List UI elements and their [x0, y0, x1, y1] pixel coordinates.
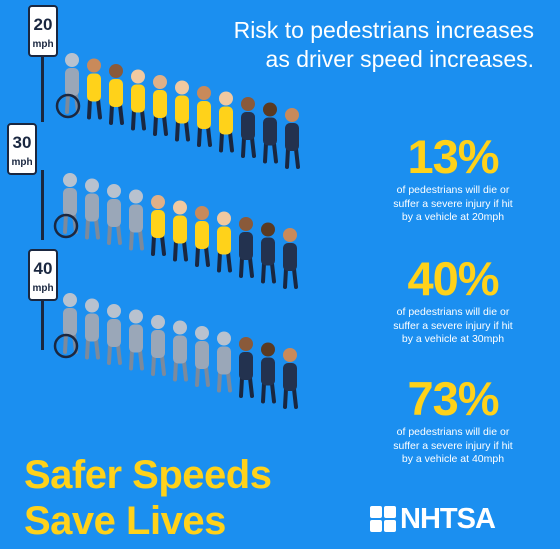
stat-30mph: 40% of pedestrians will die or suffer a …: [370, 254, 536, 347]
slogan-line-1: Safer Speeds: [24, 453, 272, 497]
stat-40mph-description: of pedestrians will die or suffer a seve…: [370, 426, 536, 467]
stat-20mph-line-2: suffer a severe injury if hit: [393, 197, 513, 210]
pedestrian-figure: [283, 348, 298, 409]
stat-40mph: 73% of pedestrians will die or suffer a …: [370, 374, 536, 467]
pedestrian-figure: [197, 86, 212, 147]
pedestrian-figure-affected: [195, 326, 210, 387]
stat-20mph-line-1: of pedestrians will die or: [396, 184, 510, 196]
slogan-line-2: Save Lives: [24, 499, 226, 543]
pedestrian-figure-affected: [53, 173, 79, 239]
pedestrian-figure-affected: [217, 331, 232, 393]
headline-line-1: Risk to pedestrians increases: [233, 17, 534, 43]
pedestrian-figure: [87, 58, 102, 120]
pedestrian-figure-affected: [107, 304, 122, 365]
pedestrian-figure: [241, 97, 256, 158]
speed-sign-40: 40 mph: [28, 249, 58, 350]
stat-20mph-description: of pedestrians will die or suffer a seve…: [370, 184, 536, 225]
pedestrian-figure-affected: [129, 309, 144, 371]
pedestrian-figure-affected: [53, 293, 79, 359]
nhtsa-logo-icon: [370, 506, 396, 532]
pedestrian-row-30mph: [53, 173, 298, 289]
pedestrian-figure: [239, 217, 254, 278]
headline-line-2: as driver speed increases.: [265, 46, 534, 72]
pedestrian-figure: [283, 228, 298, 289]
pedestrian-figure: [131, 69, 146, 131]
speed-sign-30-value: 30: [13, 133, 32, 152]
pedestrian-figure-affected: [107, 184, 122, 245]
stat-30mph-line-1: of pedestrians will die or: [396, 306, 510, 318]
pedestrian-figure: [195, 206, 210, 267]
pedestrian-figure-affected: [85, 298, 100, 360]
slogan: Safer Speeds Save Lives: [24, 452, 272, 544]
stat-40mph-line-3: by a vehicle at 40mph: [401, 453, 505, 465]
pedestrian-row-20mph: [55, 53, 300, 169]
stat-40mph-percent: 73%: [407, 372, 499, 425]
stat-20mph: 13% of pedestrians will die or suffer a …: [370, 132, 536, 225]
pedestrian-figure: [219, 91, 234, 153]
pedestrian-row-40mph: [53, 293, 298, 409]
speed-sign-30: 30 mph: [7, 123, 44, 240]
pedestrian-figure: [175, 80, 190, 142]
pedestrian-figure-affected: [129, 189, 144, 251]
pedestrian-figure: [173, 200, 188, 262]
speed-sign-20: 20 mph: [28, 5, 58, 122]
stat-30mph-percent: 40%: [407, 252, 499, 305]
stat-30mph-line-2: suffer a severe injury if hit: [393, 319, 513, 332]
pedestrian-figure-affected: [85, 178, 100, 240]
stat-30mph-description: of pedestrians will die or suffer a seve…: [370, 306, 536, 347]
pedestrian-figure: [263, 102, 278, 164]
pedestrian-figure: [239, 337, 254, 398]
pedestrian-figure: [109, 64, 124, 125]
pedestrian-figure: [151, 195, 166, 256]
pedestrian-figure: [217, 211, 232, 273]
speed-sign-20-unit: mph: [32, 39, 53, 50]
stat-20mph-percent: 13%: [407, 130, 499, 183]
pedestrian-figure: [153, 75, 168, 136]
pedestrian-figure-affected: [151, 315, 166, 376]
stat-40mph-line-1: of pedestrians will die or: [396, 426, 510, 438]
nhtsa-logo: NHTSA: [370, 503, 496, 535]
speed-sign-40-value: 40: [34, 259, 53, 278]
speed-sign-20-value: 20: [34, 15, 53, 34]
pedestrian-figure-affected: [55, 53, 81, 119]
stat-20mph-line-3: by a vehicle at 20mph: [401, 211, 505, 223]
pedestrian-figure: [261, 222, 276, 284]
speed-sign-30-unit: mph: [11, 157, 32, 168]
stat-40mph-line-2: suffer a severe injury if hit: [393, 439, 513, 452]
pedestrian-figure: [285, 108, 300, 169]
pedestrian-figure-affected: [173, 320, 188, 382]
pedestrian-figure: [261, 342, 276, 404]
stat-30mph-line-3: by a vehicle at 30mph: [401, 333, 505, 345]
speed-sign-40-unit: mph: [32, 283, 53, 294]
nhtsa-logo-text: NHTSA: [400, 503, 496, 535]
headline: Risk to pedestrians increases as driver …: [204, 16, 534, 74]
